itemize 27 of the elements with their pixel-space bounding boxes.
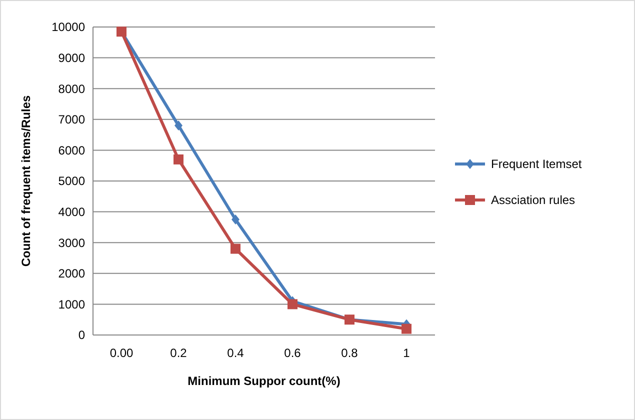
point — [232, 214, 240, 224]
y-tick-label: 7000 — [58, 112, 86, 127]
x-tick-label: 0.4 — [227, 346, 244, 360]
y-tick-label: 6000 — [58, 143, 86, 158]
y-tick-label: 3000 — [58, 236, 86, 250]
y-tick-label: 8000 — [58, 82, 86, 96]
x-tick-label: 0.2 — [170, 346, 188, 360]
point — [288, 299, 298, 310]
x-tick-label: 0.00 — [110, 346, 134, 360]
point — [230, 244, 240, 254]
point — [174, 120, 182, 131]
x-tick-label: 1 — [403, 346, 410, 360]
point — [174, 154, 184, 164]
x-tick-label: 0.8 — [341, 346, 358, 360]
y-tick-label: 5000 — [58, 174, 86, 188]
y-tick-label: 10000 — [52, 20, 86, 34]
y-tick-label: 0 — [78, 328, 86, 342]
x-axis-title: Minimum Suppor count(%) — [188, 374, 340, 388]
x-tick-label: 0.6 — [284, 346, 302, 360]
y-tick-label: 2000 — [58, 266, 86, 281]
point — [402, 324, 412, 334]
y-tick-label: 1000 — [58, 297, 86, 312]
legend-label: Frequent Itemset — [491, 157, 582, 172]
legend-label: Assciation rules — [491, 193, 576, 208]
y-tick-label: 9000 — [58, 51, 86, 65]
y-axis-title: Count of frequent items/Rules — [19, 95, 33, 267]
y-tick-label: 4000 — [58, 205, 86, 219]
